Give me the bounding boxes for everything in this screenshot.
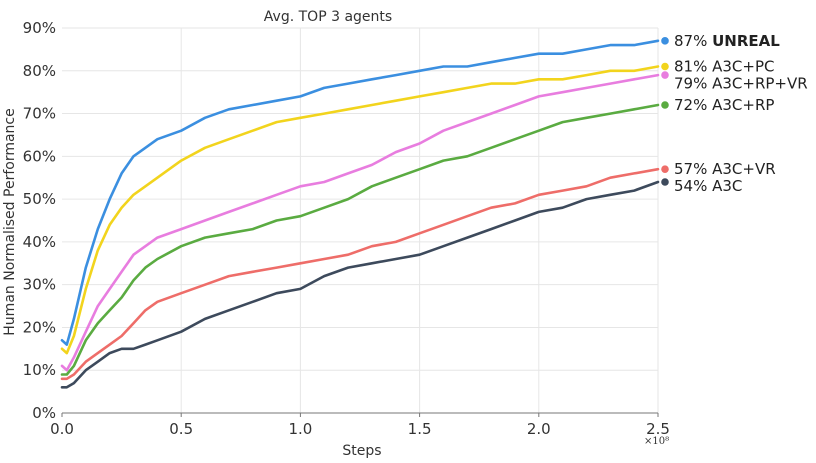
x-tick-label: 0.5	[169, 420, 193, 438]
y-axis-ticks: 0% 10% 20% 30% 40% 50% 60% 70% 80% 90%	[23, 19, 56, 422]
y-tick-label: 0%	[32, 404, 56, 422]
y-tick-label: 50%	[23, 190, 56, 208]
y-tick-label: 20%	[23, 318, 56, 336]
chart-title: Avg. TOP 3 agents	[264, 9, 392, 25]
legend-label-a3c-pc: 81% A3C+PC	[674, 58, 774, 76]
grid	[62, 27, 659, 413]
y-tick-label: 70%	[23, 105, 56, 123]
y-tick-label: 60%	[23, 147, 56, 165]
series-line-a3c-rp	[60, 103, 660, 376]
series-layer	[60, 39, 660, 389]
x-tick-label: 1.0	[288, 420, 312, 438]
legend-marker-unreal	[661, 37, 669, 45]
series-line-a3c-vr	[60, 167, 660, 381]
x-tick-label: 2.0	[527, 420, 551, 438]
x-axis-label: Steps	[342, 443, 381, 459]
y-tick-label: 80%	[23, 62, 56, 80]
legend-marker-a3c-vr	[661, 165, 669, 173]
series-line-a3c	[60, 180, 660, 389]
legend-marker-a3c-rp	[661, 101, 669, 109]
legend-marker-a3c	[661, 178, 669, 186]
legend-label-a3c-vr: 57% A3C+VR	[674, 160, 776, 178]
y-tick-label: 10%	[23, 361, 56, 379]
x-axis-ticks: 0.0 0.5 1.0 1.5 2.0 2.5	[50, 413, 670, 438]
legend-marker-a3c-pc	[661, 62, 669, 71]
y-tick-label: 90%	[23, 19, 56, 37]
x-tick-label: 2.5	[646, 420, 670, 438]
x-axis-multiplier: ×10⁸	[644, 436, 669, 447]
x-tick-label: 1.5	[408, 420, 432, 438]
series-line-a3c-rp-vr	[60, 73, 660, 372]
legend-marker-a3c-rp-vr	[661, 71, 669, 79]
y-axis-label: Human Normalised Performance	[2, 108, 18, 335]
y-tick-label: 40%	[23, 233, 56, 251]
series-line-unreal	[60, 39, 660, 346]
series-line-a3c-pc	[60, 65, 660, 355]
legend-label-a3c-rp-vr: 79% A3C+RP+VR	[674, 75, 808, 93]
legend-label-a3c-rp: 72% A3C+RP	[674, 96, 774, 114]
legend-label-a3c: 54% A3C	[674, 177, 742, 195]
y-tick-label: 30%	[23, 276, 56, 294]
legend-label-unreal: 87% UNREAL	[674, 32, 780, 50]
x-tick-label: 0.0	[50, 420, 74, 438]
